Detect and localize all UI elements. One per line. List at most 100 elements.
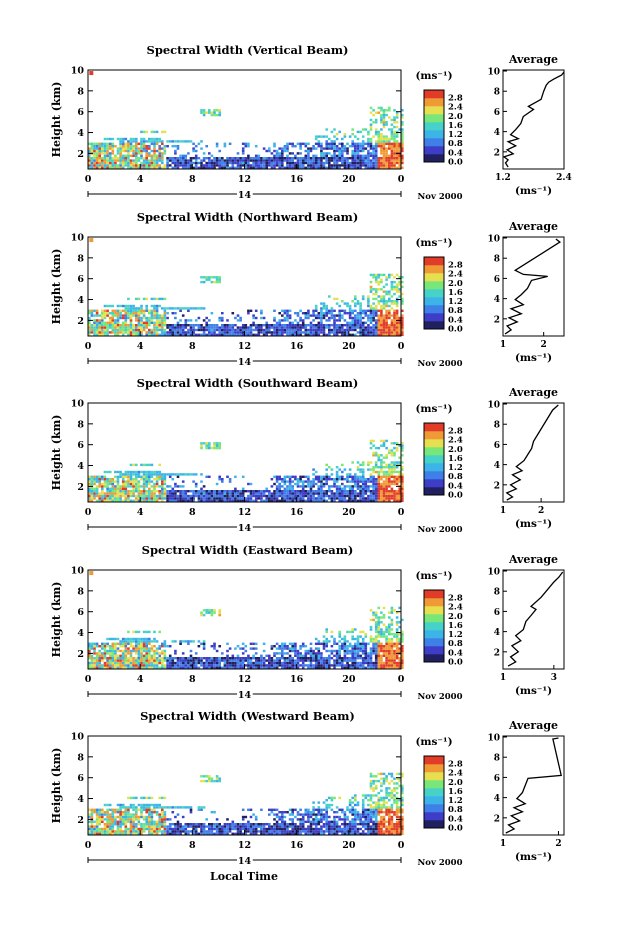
heatmap-cell (354, 482, 357, 486)
heatmap-cell (218, 166, 221, 169)
heatmap-cell (374, 118, 378, 122)
heatmap-cell (106, 649, 109, 653)
heatmap-cell (367, 480, 370, 483)
heatmap-cell (283, 659, 287, 662)
heatmap-cell (359, 326, 362, 329)
heatmap-cell (218, 331, 221, 334)
heatmap-cell (106, 637, 109, 641)
heatmap-cell (325, 642, 328, 645)
heatmap-cell (210, 609, 214, 612)
date-label: Nov 2000 (418, 192, 463, 202)
heatmap-cell (291, 331, 294, 334)
heatmap-cell (372, 316, 375, 320)
heatmap-cell (132, 647, 135, 650)
heatmap-cell (132, 161, 135, 165)
heatmap-cell (382, 135, 386, 138)
heatmap-cell (382, 664, 386, 667)
heatmap-cell (359, 630, 362, 634)
heatmap-cell (145, 159, 148, 162)
heatmap-cell (314, 142, 318, 145)
heatmap-cell (348, 649, 352, 653)
heatmap-cell (372, 637, 375, 641)
heatmap-cell (116, 309, 120, 312)
heatmap-cell (393, 292, 396, 296)
heatmap-cell (114, 157, 117, 160)
heatmap-cell (127, 161, 130, 165)
heatmap-cell (390, 300, 394, 303)
heatmap-cell (398, 276, 401, 279)
heatmap-cell (249, 324, 253, 327)
heatmap-cell (103, 333, 107, 336)
heatmap-cell (393, 300, 396, 303)
heatmap-cell (114, 145, 117, 148)
heatmap-cell (158, 652, 161, 655)
heatmap-cell (168, 499, 172, 502)
heatmap-cell (335, 159, 339, 162)
heatmap-cell (101, 647, 104, 650)
heatmap-cell (194, 328, 198, 332)
heatmap-cell (286, 485, 289, 488)
heatmap-cell (231, 657, 235, 660)
heatmap-cell (330, 649, 334, 653)
heatmap-cell (377, 616, 381, 619)
heatmap-cell (124, 475, 128, 478)
heatmap-cell (377, 142, 381, 145)
heatmap-cell (163, 657, 167, 660)
heatmap-cell (296, 166, 300, 169)
heatmap-cell (341, 475, 344, 478)
heatmap-cell (309, 166, 313, 169)
heatmap-cell (393, 154, 396, 157)
heatmap-cell (283, 159, 287, 162)
heatmap-cell (351, 630, 354, 634)
heatmap-cell (351, 475, 354, 478)
heatmap-cell (106, 664, 109, 667)
heatmap-cell (142, 497, 146, 500)
heatmap-cell (333, 135, 336, 138)
heatmap-cell (205, 657, 208, 660)
heatmap-cell (189, 166, 193, 169)
heatmap-cell (374, 142, 378, 145)
heatmap-cell (135, 147, 138, 150)
heatmap-cell (309, 664, 313, 667)
heatmap-cell (98, 161, 101, 165)
heatmap-cell (223, 145, 227, 148)
heatmap-cell (351, 637, 354, 641)
heatmap-cell (390, 164, 394, 167)
heatmap-cell (388, 166, 391, 169)
heatmap-cell (124, 307, 128, 310)
heatmap-cell (226, 319, 229, 322)
heatmap-cell (158, 145, 161, 148)
heatmap-cell (398, 316, 401, 320)
heatmap-cell (249, 659, 253, 662)
heatmap-cell (367, 157, 370, 160)
heatmap-cell (388, 333, 391, 336)
heatmap-cell (317, 652, 321, 655)
heatmap-cell (382, 324, 386, 327)
heatmap-cell (234, 487, 237, 490)
heatmap-cell (317, 487, 321, 490)
heatmap-cell (390, 487, 394, 490)
heatmap-cell (288, 654, 292, 657)
heatmap-cell (215, 442, 219, 445)
heatmap-cell (281, 159, 284, 162)
heatmap-cell (176, 145, 180, 148)
heatmap-cell (291, 649, 294, 653)
heatmap-cell (121, 664, 125, 667)
heatmap-cell (317, 140, 321, 143)
heatmap-cell (361, 157, 365, 160)
heatmap-cell (218, 478, 221, 481)
heatmap-cell (148, 140, 151, 143)
heatmap-cell (135, 161, 138, 165)
heatmap-cell (372, 157, 375, 160)
heatmap-cell (309, 331, 313, 334)
heatmap-cell (372, 485, 375, 488)
y-tick-label: 6 (77, 274, 84, 285)
heatmap-cell (262, 661, 266, 665)
heatmap-cell (307, 659, 310, 662)
colorbar-segment (424, 130, 444, 139)
heatmap-cell (398, 145, 401, 148)
heatmap-cell (278, 659, 281, 662)
heatmap-cell (210, 333, 214, 336)
heatmap-cell (111, 312, 115, 315)
heatmap-cell (88, 832, 91, 835)
